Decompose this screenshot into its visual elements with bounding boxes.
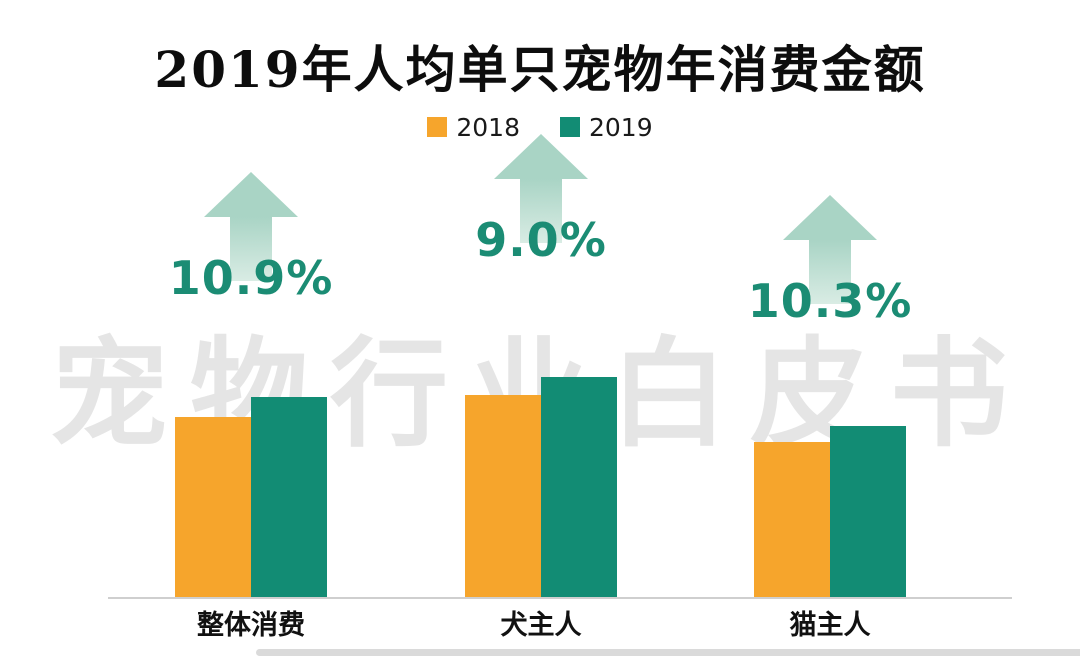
category-label: 犬主人 xyxy=(500,610,582,641)
growth-label: 10.3% xyxy=(747,274,913,328)
chart-title: 2019年人均单只宠物年消费金额 xyxy=(154,40,926,99)
bar-2018 xyxy=(465,395,541,597)
bar-2018 xyxy=(754,442,830,597)
arrow-shaft xyxy=(809,240,851,304)
category-label: 整体消费 xyxy=(197,610,305,641)
bar-2019 xyxy=(251,397,327,597)
legend-item-2018: 2018 xyxy=(427,113,520,142)
x-axis-line xyxy=(108,597,1012,599)
up-arrow-icon xyxy=(783,195,877,304)
legend-label: 2019 xyxy=(589,112,653,142)
legend-swatch xyxy=(560,117,580,137)
arrow-shaft xyxy=(230,217,272,281)
category-label: 猫主人 xyxy=(789,610,871,641)
arrow-head xyxy=(494,134,588,179)
legend-label: 2018 xyxy=(456,112,520,142)
growth-label: 10.9% xyxy=(168,251,334,305)
bar-2019 xyxy=(541,377,617,597)
arrow-head xyxy=(204,172,298,217)
legend-swatch xyxy=(427,117,448,137)
up-arrow-icon xyxy=(204,172,298,281)
legend-item-2019: 2019 xyxy=(560,113,653,142)
bar-2019 xyxy=(830,426,906,597)
up-arrow-icon xyxy=(494,134,588,243)
growth-indicator: 10.3% xyxy=(710,195,950,328)
growth-indicator: 9.0% xyxy=(421,134,661,267)
legend: 2018 2019 xyxy=(0,112,1080,142)
arrow-shaft xyxy=(520,179,562,243)
arrow-head xyxy=(783,195,877,240)
horizontal-scrollbar[interactable] xyxy=(256,649,1080,656)
growth-indicator: 10.9% xyxy=(131,172,371,305)
bar-2018 xyxy=(175,417,251,597)
growth-label: 9.0% xyxy=(475,213,607,267)
